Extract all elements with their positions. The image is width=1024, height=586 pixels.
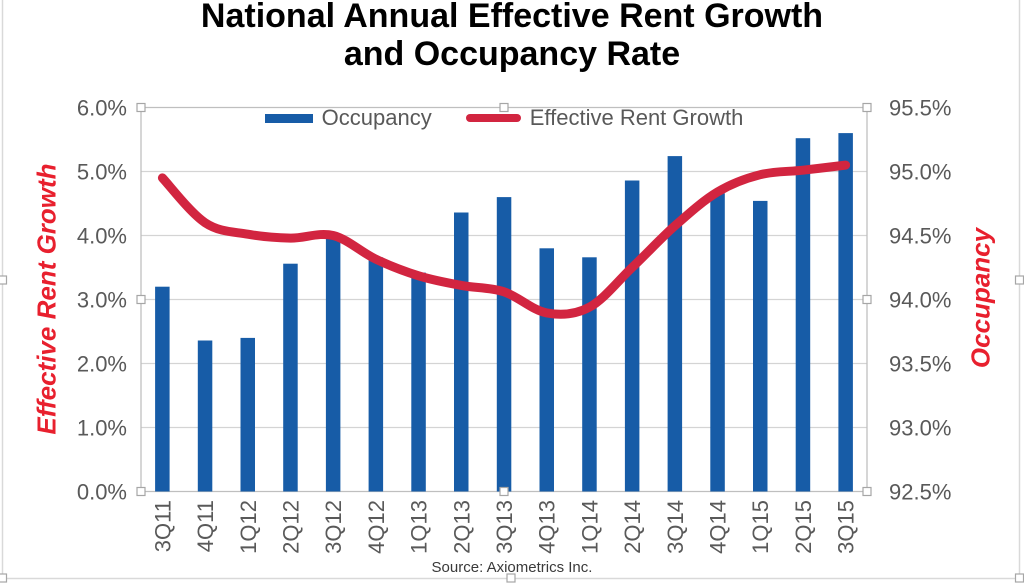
left-axis-tick-label: 5.0% (77, 160, 127, 185)
occupancy-bar-2Q13[interactable] (454, 212, 469, 492)
occupancy-bar-4Q11[interactable] (197, 340, 213, 492)
category-label-3Q13: 3Q13 (492, 500, 517, 554)
left-axis-tick-label: 3.0% (77, 288, 127, 313)
occupancy-bar-4Q14[interactable] (710, 193, 725, 492)
legend: Occupancy Effective Rent Growth (141, 103, 867, 133)
occupancy-bar-3Q11[interactable] (155, 286, 170, 492)
right-axis-tick-label: 93.0% (889, 416, 951, 441)
selection-handle[interactable] (0, 573, 8, 583)
left-axis-tick-label: 6.0% (77, 96, 127, 121)
right-axis-tick-label: 94.5% (889, 224, 951, 249)
category-label-1Q13: 1Q13 (407, 500, 432, 554)
legend-label-occupancy: Occupancy (321, 105, 432, 130)
right-axis-tick-label: 95.5% (889, 96, 951, 121)
right-axis-tick-label: 92.5% (889, 480, 951, 505)
selection-handle[interactable] (862, 486, 872, 497)
occupancy-bar-1Q15[interactable] (753, 200, 768, 492)
category-label-2Q13: 2Q13 (449, 500, 474, 554)
category-label-4Q12: 4Q12 (364, 500, 389, 554)
selection-handle[interactable] (506, 573, 516, 583)
occupancy-bar-3Q13[interactable] (496, 197, 512, 492)
source-note: Source: Axiometrics Inc. (431, 559, 593, 576)
selection-handle[interactable] (499, 102, 509, 113)
left-axis-tick-label: 2.0% (77, 352, 127, 377)
category-label-3Q11: 3Q11 (150, 500, 175, 552)
category-label-1Q12: 1Q12 (236, 500, 261, 554)
legend-item-rent-growth[interactable]: Effective Rent Growth (465, 105, 744, 131)
legend-item-occupancy[interactable]: Occupancy (264, 105, 432, 131)
left-axis-title: Effective Rent Growth (31, 163, 62, 435)
occupancy-bar-3Q12[interactable] (325, 235, 341, 492)
occupancy-swatch-icon (264, 113, 313, 123)
occupancy-bar-3Q14[interactable] (667, 156, 683, 492)
left-axis-tick-label: 0.0% (77, 480, 127, 505)
rent-growth-swatch-icon (465, 114, 521, 122)
right-axis-tick-label: 93.5% (889, 352, 951, 377)
chart-title: National Annual Effective Rent Growth an… (0, 0, 1024, 73)
category-label-3Q15: 3Q15 (834, 500, 859, 554)
occupancy-bar-4Q13[interactable] (539, 248, 555, 492)
category-label-2Q12: 2Q12 (278, 500, 303, 554)
selection-handle[interactable] (0, 275, 8, 285)
selection-handle[interactable] (862, 294, 872, 305)
right-axis-title: Occupancy (965, 227, 996, 369)
category-label-4Q11: 4Q11 (193, 500, 218, 552)
left-axis-tick-label: 1.0% (77, 416, 127, 441)
category-label-1Q14: 1Q14 (577, 500, 602, 554)
occupancy-bar-1Q13[interactable] (411, 272, 426, 492)
selection-handle[interactable] (499, 486, 509, 497)
occupancy-bar-3Q15[interactable] (838, 133, 853, 492)
occupancy-bar-1Q14[interactable] (582, 257, 597, 492)
category-label-3Q14: 3Q14 (663, 500, 688, 554)
occupancy-bar-1Q12[interactable] (240, 337, 256, 492)
selection-handle[interactable] (136, 294, 146, 305)
chart-title-line1: National Annual Effective Rent Growth (200, 0, 824, 35)
category-label-2Q15: 2Q15 (791, 500, 816, 554)
category-label-3Q12: 3Q12 (321, 500, 346, 554)
category-label-1Q15: 1Q15 (748, 500, 773, 554)
right-axis-tick-label: 94.0% (889, 288, 951, 313)
legend-label-rent-growth: Effective Rent Growth (529, 105, 744, 130)
category-label-4Q14: 4Q14 (706, 500, 731, 554)
right-axis-tick-label: 95.0% (889, 160, 951, 185)
category-label-2Q14: 2Q14 (620, 500, 645, 554)
category-label-4Q13: 4Q13 (535, 500, 560, 554)
selection-handle[interactable] (136, 486, 146, 497)
occupancy-bar-2Q12[interactable] (283, 263, 298, 492)
chart-title-line2: and Occupancy Rate (343, 35, 681, 73)
occupancy-bar-2Q14[interactable] (624, 180, 640, 492)
occupancy-bar-2Q15[interactable] (795, 138, 811, 492)
selection-handle[interactable] (862, 102, 872, 113)
selection-handle[interactable] (1014, 275, 1024, 285)
left-axis-tick-label: 4.0% (77, 224, 127, 249)
occupancy-bar-4Q12[interactable] (368, 257, 384, 492)
rent-growth-line[interactable] (157, 160, 851, 319)
selection-handle[interactable] (136, 102, 146, 113)
